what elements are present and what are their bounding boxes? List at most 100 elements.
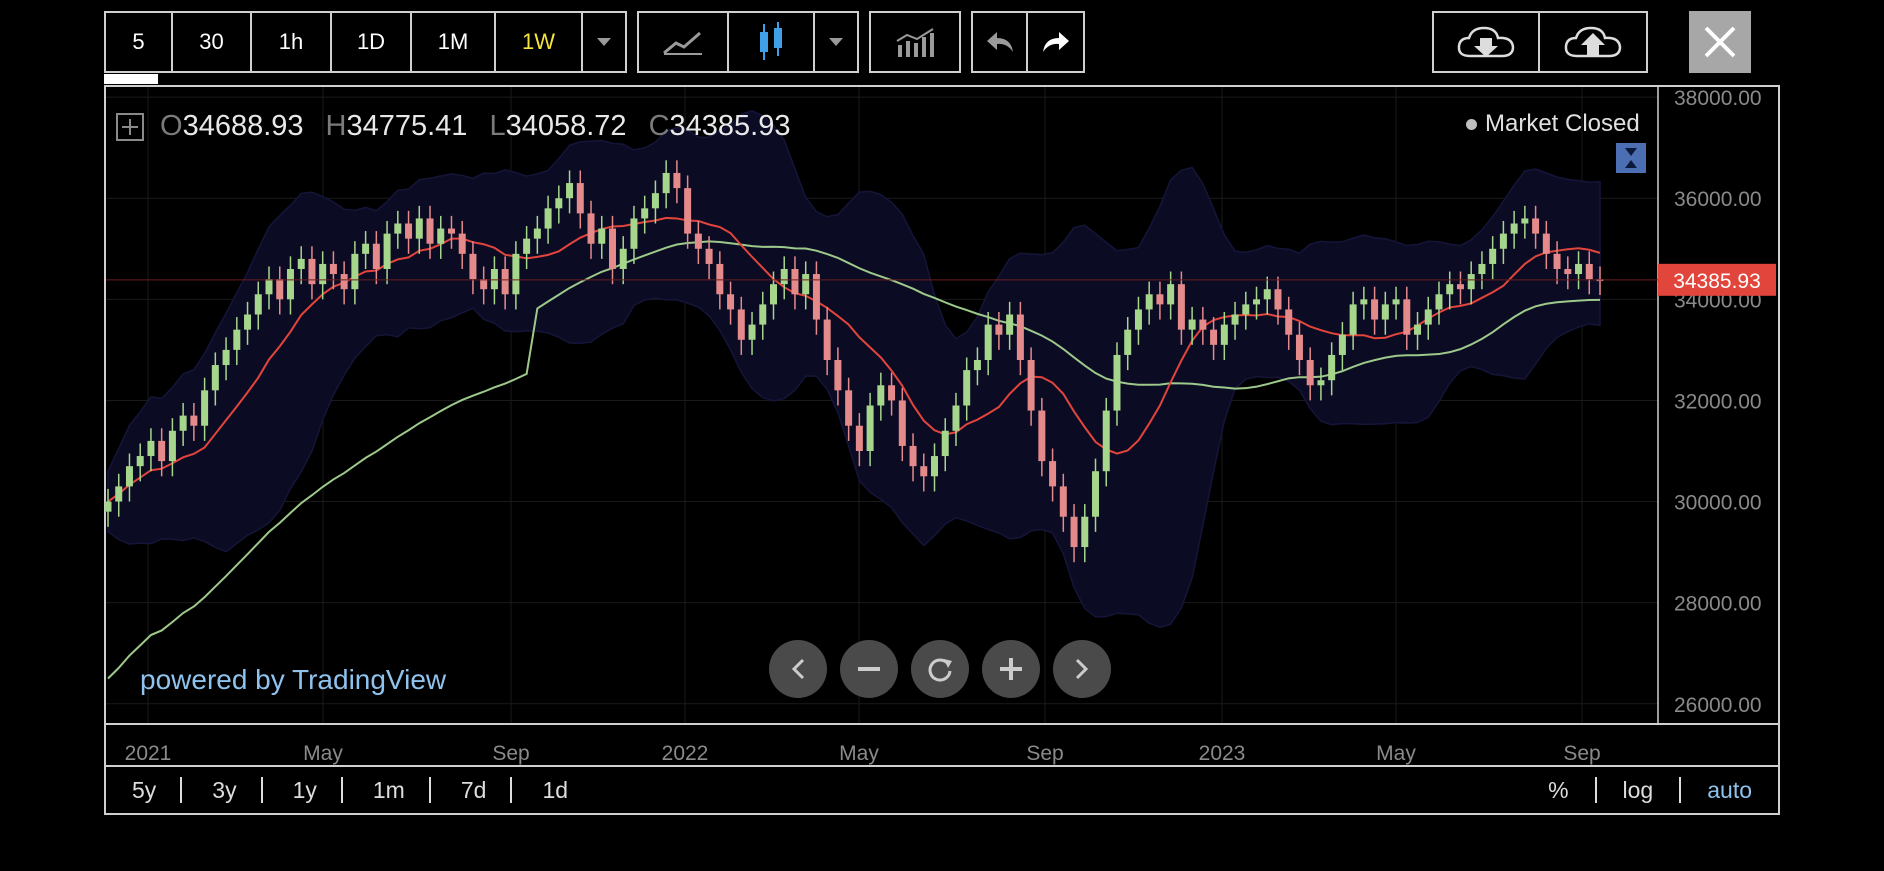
high-value: 34775.41 [346, 110, 468, 142]
x-tick-label: Sep [1563, 742, 1600, 765]
candle-body [383, 233, 391, 269]
last-price-label: 34385.93 [1673, 270, 1761, 293]
candle-body [684, 188, 692, 234]
collapse-toggle[interactable] [1616, 143, 1646, 173]
candle-body [995, 324, 1003, 335]
timeframe-1m[interactable]: 1M [412, 13, 496, 71]
chart-toolbar: 5 30 1h 1D 1M 1W [104, 11, 1095, 73]
expand-legend-icon[interactable] [116, 112, 144, 141]
candle-body [630, 218, 638, 249]
candle-body [1038, 410, 1046, 462]
range-5y[interactable]: 5y [132, 776, 157, 803]
timeframe-dropdown[interactable] [583, 13, 625, 71]
reset-button[interactable] [911, 640, 969, 698]
high-label: H [325, 110, 347, 142]
candle-body [1478, 263, 1486, 275]
line-chart-button[interactable] [639, 13, 729, 71]
candle-body [1338, 334, 1346, 355]
chart-axes: 38000.0036000.0034000.0032000.0030000.00… [106, 87, 1778, 767]
range-7d[interactable]: 7d [460, 776, 487, 803]
market-status-text: Market Closed [1485, 110, 1640, 137]
scroll-right-button[interactable] [1053, 640, 1111, 698]
candle-body [115, 486, 123, 502]
candle-body [791, 269, 799, 295]
timeframe-1d[interactable]: 1D [332, 13, 412, 71]
zoom-in-button[interactable] [982, 640, 1040, 698]
range-1d[interactable]: 1d [542, 776, 569, 803]
percent-scale-toggle[interactable]: % [1548, 776, 1569, 803]
candle-body [1156, 294, 1164, 305]
zoom-out-button[interactable] [840, 640, 898, 698]
candle-body [1199, 319, 1207, 330]
candle-body [705, 248, 713, 264]
candle-body [469, 253, 477, 280]
candle-body [372, 243, 380, 269]
cloud-upload-button[interactable] [1540, 13, 1646, 71]
indicators-button[interactable] [871, 13, 959, 71]
candle-body [512, 253, 520, 295]
low-value: 34058.72 [505, 110, 627, 142]
candle-body [1263, 289, 1271, 300]
candle-body [576, 183, 584, 214]
candle-body [737, 309, 745, 340]
scale-separator [1679, 777, 1682, 803]
toolbar-scroll-indicator [104, 74, 158, 84]
range-separator [340, 777, 343, 803]
timeframe-1h[interactable]: 1h [252, 13, 332, 71]
candle-body [1124, 329, 1132, 355]
chevron-left-icon [791, 658, 805, 680]
candle-body [1317, 380, 1325, 386]
candle-body [662, 172, 670, 194]
undo-button[interactable] [973, 13, 1028, 71]
candle-body [888, 385, 896, 401]
close-button[interactable] [1689, 11, 1751, 73]
timeframe-1w[interactable]: 1W [496, 13, 583, 71]
cloud-download-button[interactable] [1434, 13, 1540, 71]
candle-body [931, 456, 939, 477]
candle-body [415, 218, 423, 239]
candle-body [673, 172, 681, 189]
candlestick-button[interactable] [729, 13, 815, 71]
powered-by-link[interactable]: powered by TradingView [140, 664, 447, 695]
x-tick-label: May [839, 742, 879, 765]
scroll-left-button[interactable] [769, 640, 827, 698]
candle-body [1575, 263, 1583, 275]
auto-scale-toggle[interactable]: auto [1707, 776, 1752, 803]
candle-body [1521, 218, 1529, 224]
candle-body [104, 501, 112, 512]
candle-body [941, 430, 949, 457]
candle-body [855, 425, 863, 451]
y-tick-label: 30000.00 [1674, 492, 1762, 515]
candle-body [694, 233, 702, 249]
candle-body [340, 274, 348, 290]
range-separator [260, 777, 263, 803]
candle-body [952, 405, 960, 431]
timeframe-30[interactable]: 30 [173, 13, 252, 71]
status-dot-icon [1466, 119, 1477, 131]
x-tick-label: Sep [492, 742, 529, 765]
candle-body [1177, 284, 1185, 330]
candle-body [211, 365, 219, 391]
timeframe-5[interactable]: 5 [106, 13, 173, 71]
range-3y[interactable]: 3y [212, 776, 237, 803]
candle-body [587, 213, 595, 244]
log-scale-toggle[interactable]: log [1622, 776, 1654, 803]
candle-body [362, 243, 370, 254]
range-1m[interactable]: 1m [372, 776, 405, 803]
x-tick-label: Sep [1026, 742, 1063, 765]
candle-body [1306, 360, 1314, 386]
chart-nav-buttons [769, 640, 1124, 698]
candle-body [963, 370, 971, 406]
y-tick-label: 36000.00 [1674, 188, 1762, 211]
candle-body [1542, 233, 1550, 254]
chart-type-dropdown[interactable] [815, 13, 857, 71]
sma-line [107, 240, 1601, 680]
candle-body [1102, 410, 1110, 472]
candle-body [1081, 516, 1089, 548]
candle-body [1167, 284, 1175, 305]
candle-body [555, 198, 563, 209]
candle-body [190, 415, 198, 426]
range-1y[interactable]: 1y [292, 776, 317, 803]
redo-button[interactable] [1028, 13, 1083, 71]
